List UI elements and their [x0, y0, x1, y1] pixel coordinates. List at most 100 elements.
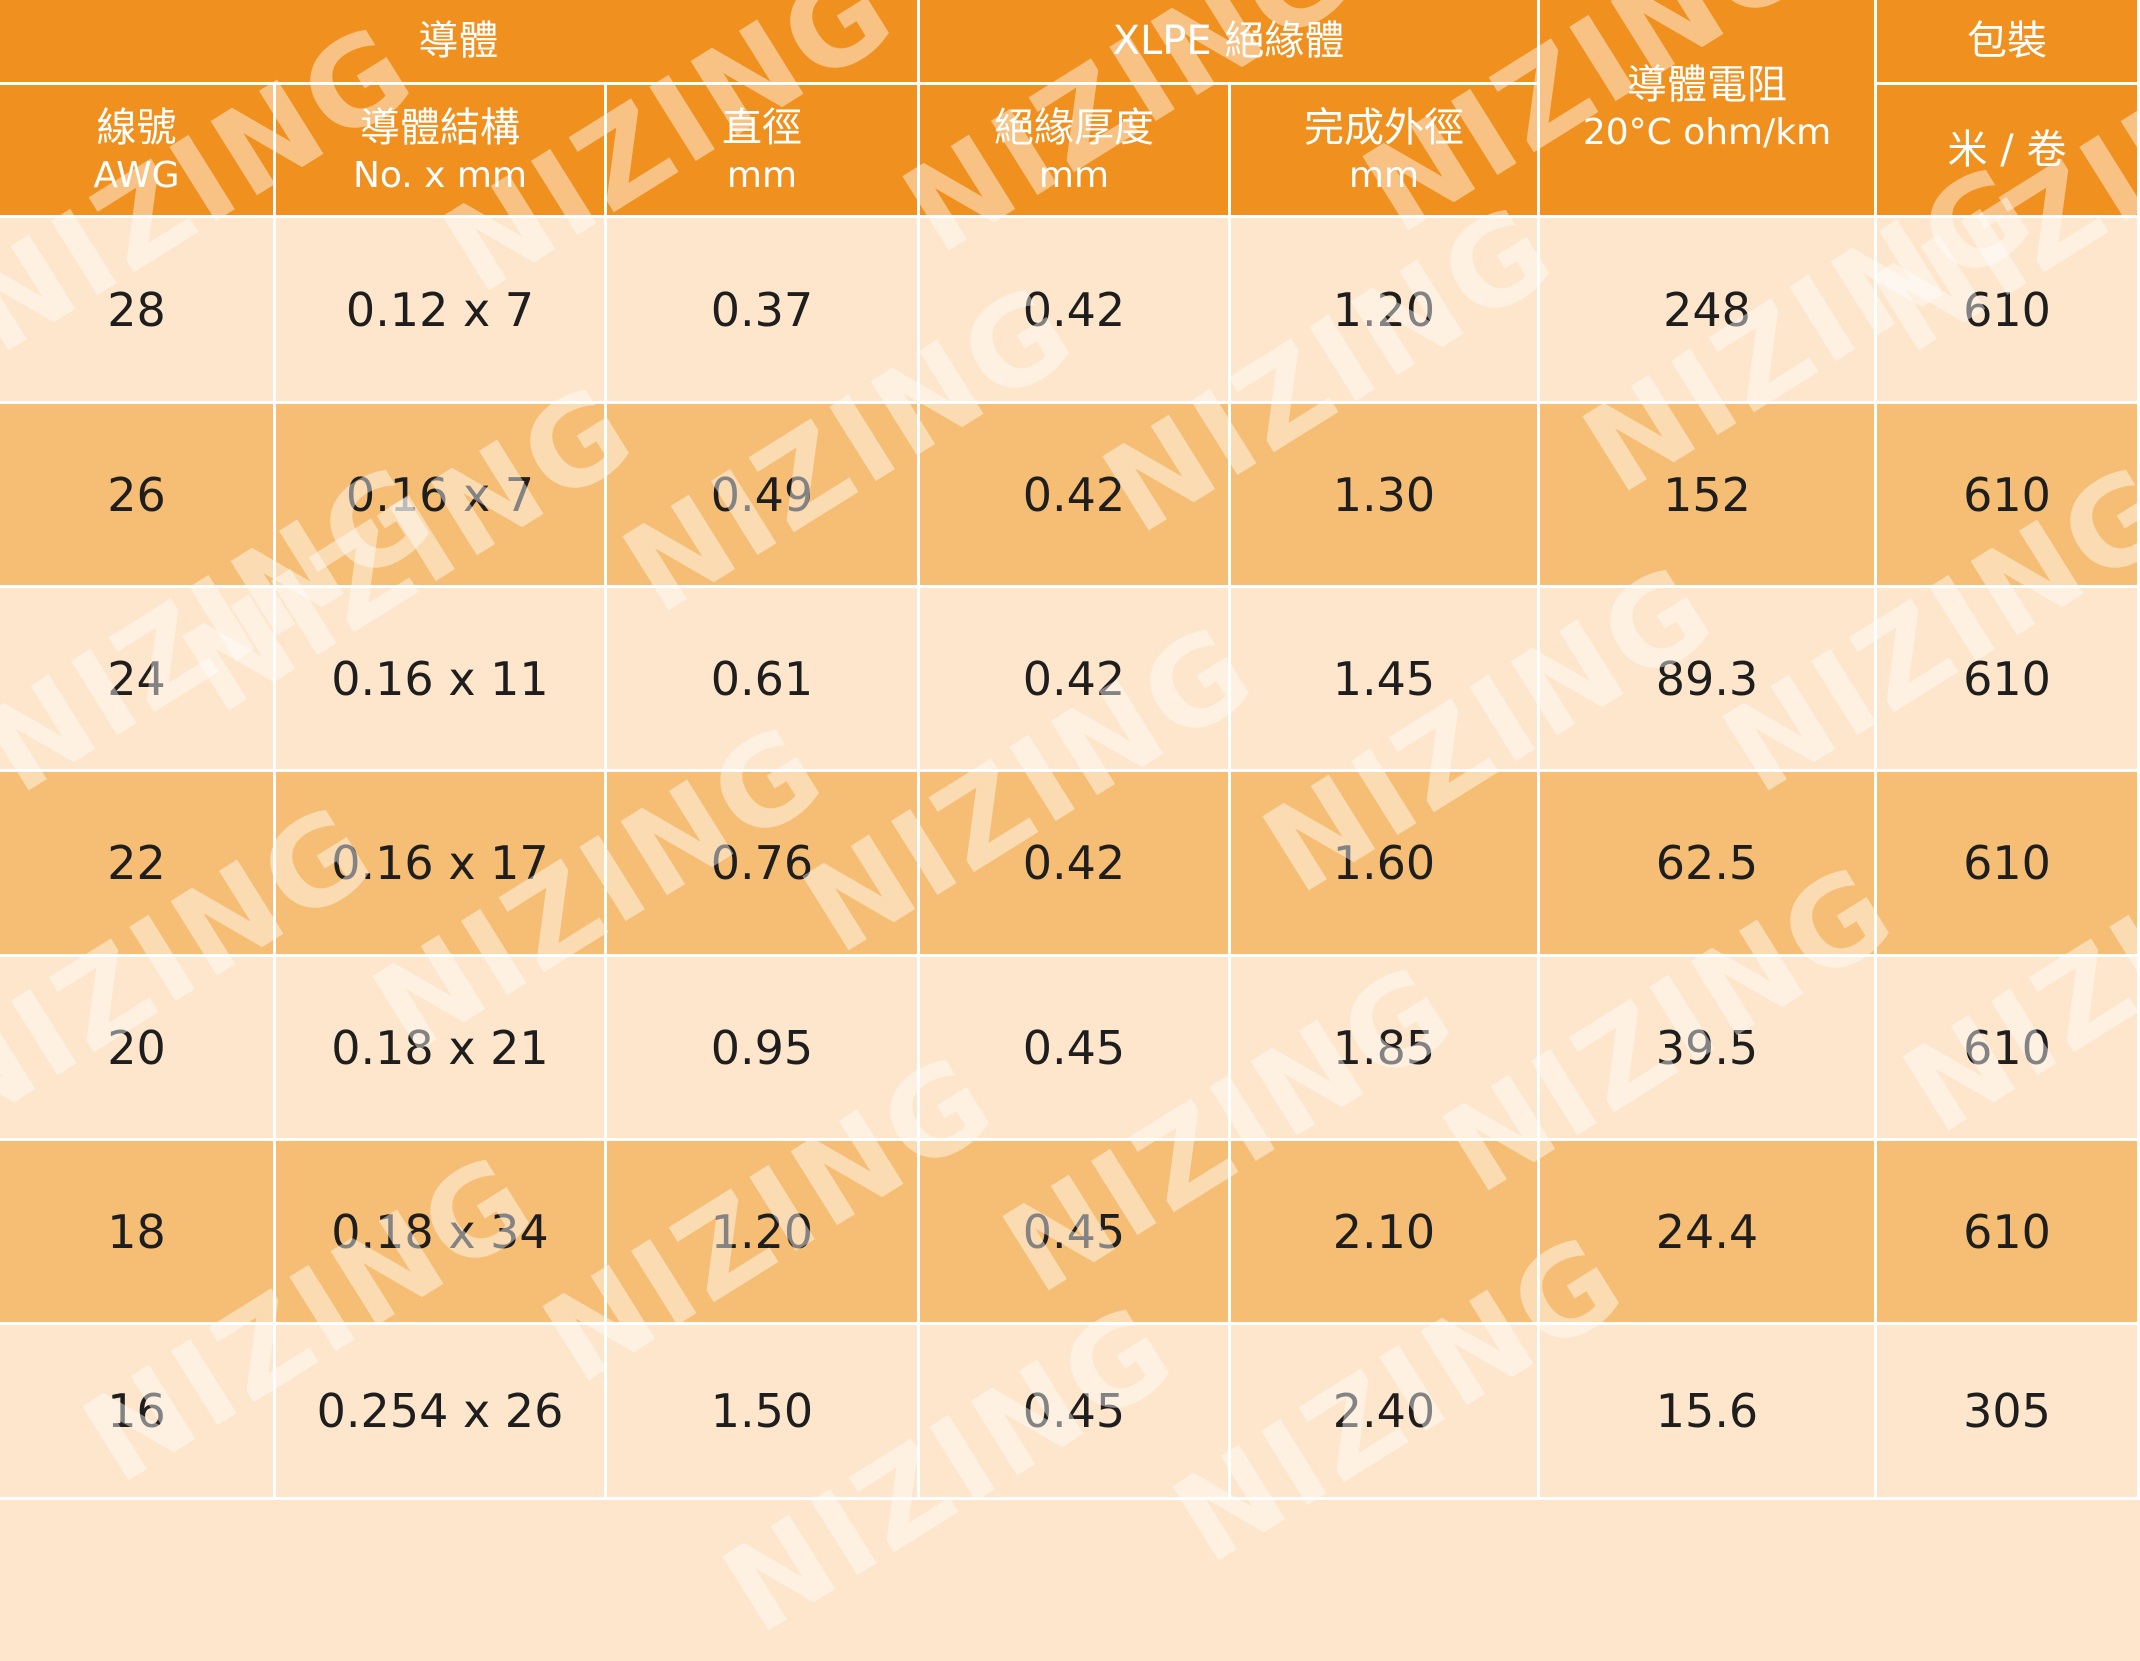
cell-text: 152 [1663, 467, 1751, 522]
cell-text: 0.45 [1022, 1204, 1126, 1259]
table-cell: 0.45 [920, 1325, 1231, 1500]
table-cell: 2.40 [1231, 1325, 1540, 1500]
table-cell: 610 [1877, 957, 2140, 1141]
column-label: 完成外徑 [1304, 104, 1464, 151]
table-cell: 0.16 x 7 [276, 404, 607, 588]
table-cell: 0.18 x 34 [276, 1141, 607, 1325]
cell-text: 62.5 [1655, 836, 1759, 890]
cell-text: 0.45 [1022, 1020, 1126, 1075]
table-cell: 0.45 [920, 1141, 1231, 1325]
table-cell: 1.85 [1231, 957, 1540, 1141]
column-label: 直徑 [722, 104, 802, 151]
group-unit: 20°C ohm/km [1582, 112, 1832, 153]
cell-text: 610 [1963, 282, 2051, 337]
table-cell: 610 [1877, 1141, 2140, 1325]
cell-text: 1.45 [1332, 651, 1436, 706]
cell-text: 1.20 [710, 1204, 814, 1259]
table-cell: 0.45 [920, 957, 1231, 1141]
table-cell: 0.61 [607, 588, 920, 772]
table-cell: 0.254 x 26 [276, 1325, 607, 1500]
cell-text: 0.42 [1022, 467, 1126, 522]
column-header: 完成外徑 mm [1231, 85, 1540, 218]
cell-text: 15.6 [1655, 1384, 1759, 1438]
cell-text: 0.16 x 11 [331, 651, 549, 706]
cell-text: 305 [1963, 1384, 2051, 1438]
cell-text: 0.61 [710, 651, 814, 706]
table-cell: 28 [0, 218, 276, 404]
table-cell: 0.49 [607, 404, 920, 588]
cell-text: 0.76 [710, 836, 814, 890]
cell-text: 28 [107, 282, 166, 337]
table-cell: 1.20 [1231, 218, 1540, 404]
table-cell: 89.3 [1540, 588, 1877, 772]
cell-text: 24 [107, 651, 166, 706]
table-cell: 610 [1877, 404, 2140, 588]
table-cell: 0.37 [607, 218, 920, 404]
group-label: 導體電阻 [1627, 62, 1787, 108]
cell-text: 610 [1963, 467, 2051, 522]
group-label: XLPE 絕緣體 [1112, 18, 1345, 64]
cell-text: 26 [107, 467, 166, 522]
cell-text: 610 [1963, 1204, 2051, 1259]
column-unit: mm [726, 154, 798, 196]
cell-text: 1.85 [1332, 1020, 1436, 1075]
cell-text: 2.10 [1332, 1204, 1436, 1259]
column-header: 導體結構 No. x mm [276, 85, 607, 218]
cell-text: 0.42 [1022, 282, 1126, 337]
column-label: 米 / 卷 [1947, 127, 2067, 173]
table-cell: 62.5 [1540, 772, 1877, 957]
cell-text: 39.5 [1655, 1020, 1759, 1075]
table-cell: 15.6 [1540, 1325, 1877, 1500]
cell-text: 0.254 x 26 [316, 1384, 564, 1438]
table-cell: 610 [1877, 772, 2140, 957]
column-header: 米 / 卷 [1877, 85, 2140, 218]
table-cell: 20 [0, 957, 276, 1141]
table-cell: 2.10 [1231, 1141, 1540, 1325]
table-cell: 22 [0, 772, 276, 957]
table-cell: 0.12 x 7 [276, 218, 607, 404]
table-cell: 26 [0, 404, 276, 588]
table-cell: 0.18 x 21 [276, 957, 607, 1141]
table-cell: 152 [1540, 404, 1877, 588]
group-header: XLPE 絕緣體 [920, 0, 1540, 85]
table-cell: 0.42 [920, 772, 1231, 957]
table-cell: 0.42 [920, 588, 1231, 772]
group-header: 導體電阻 20°C ohm/km [1540, 0, 1877, 218]
cell-text: 248 [1663, 282, 1751, 337]
cell-text: 0.16 x 17 [331, 836, 549, 890]
column-label: 絕緣厚度 [994, 104, 1154, 151]
table-cell: 1.60 [1231, 772, 1540, 957]
cell-text: 0.95 [710, 1020, 814, 1075]
column-header: 絕緣厚度 mm [920, 85, 1231, 218]
cell-text: 20 [107, 1020, 166, 1075]
cell-text: 610 [1963, 651, 2051, 706]
cell-text: 0.42 [1022, 651, 1126, 706]
cell-text: 610 [1963, 836, 2051, 890]
table-cell: 39.5 [1540, 957, 1877, 1141]
table-cell: 610 [1877, 218, 2140, 404]
cell-text: 1.50 [710, 1384, 814, 1438]
table-cell: 0.16 x 17 [276, 772, 607, 957]
group-label: 包裝 [1967, 18, 2047, 64]
table-cell: 1.30 [1231, 404, 1540, 588]
group-header: 導體 [0, 0, 920, 85]
column-unit: mm [1038, 154, 1110, 196]
cell-text: 24.4 [1655, 1204, 1759, 1259]
group-header: 包裝 [1877, 0, 2140, 85]
column-unit: mm [1348, 154, 1420, 196]
column-header: 線號 AWG [0, 85, 276, 218]
cell-text: 18 [107, 1204, 166, 1259]
cell-text: 0.12 x 7 [345, 282, 535, 337]
table-cell: 0.42 [920, 218, 1231, 404]
cell-text: 1.30 [1332, 467, 1436, 522]
table-cell: 610 [1877, 588, 2140, 772]
cell-text: 89.3 [1655, 651, 1759, 706]
cell-text: 16 [107, 1384, 166, 1438]
table-cell: 305 [1877, 1325, 2140, 1500]
cell-text: 0.45 [1022, 1384, 1126, 1438]
table-cell: 0.42 [920, 404, 1231, 588]
cell-text: 0.49 [710, 467, 814, 522]
cell-text: 0.16 x 7 [345, 467, 535, 522]
cell-text: 0.37 [710, 282, 814, 337]
table-cell: 1.50 [607, 1325, 920, 1500]
